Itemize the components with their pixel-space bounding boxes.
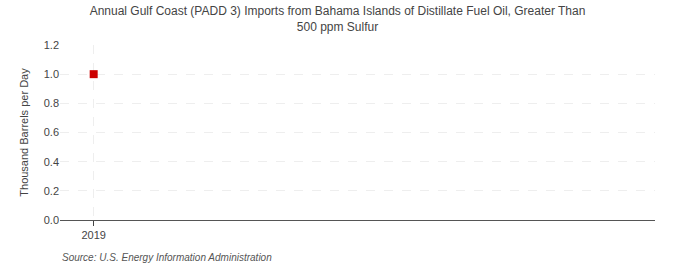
svg-text:1.2: 1.2 (44, 39, 59, 51)
svg-text:Annual Gulf Coast (PADD 3) Imp: Annual Gulf Coast (PADD 3) Imports from … (90, 4, 586, 34)
svg-text:0.8: 0.8 (44, 97, 59, 109)
svg-text:0.0: 0.0 (44, 214, 59, 226)
svg-text:0.6: 0.6 (44, 126, 59, 138)
svg-text:1.0: 1.0 (44, 68, 59, 80)
svg-text:0.4: 0.4 (44, 156, 59, 168)
svg-text:2019: 2019 (81, 229, 105, 241)
svg-text:Thousand Barrels per Day: Thousand Barrels per Day (18, 68, 30, 197)
svg-text:Source: U.S. Energy Informatio: Source: U.S. Energy Information Administ… (62, 252, 272, 263)
svg-text:0.2: 0.2 (44, 185, 59, 197)
